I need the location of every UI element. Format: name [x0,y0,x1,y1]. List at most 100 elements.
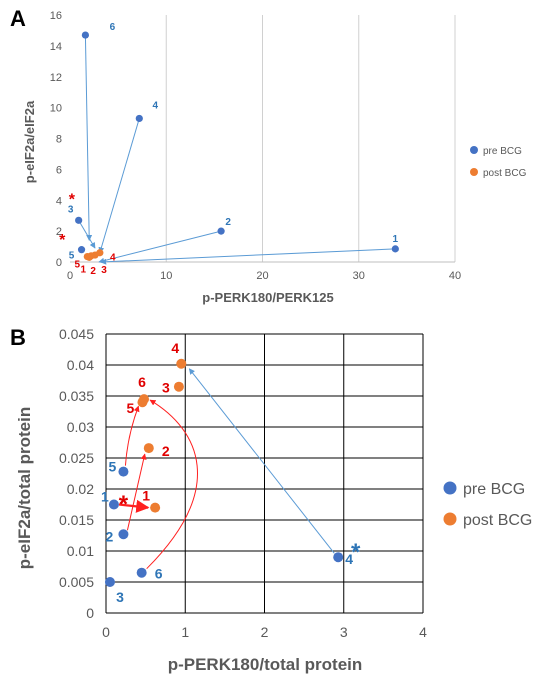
panel-b-y-tick-label: 0 [86,605,94,621]
panel-b-y-tick-label: 0.01 [67,543,94,559]
panel-a-y-tick-label: 10 [50,103,62,115]
panel-a-point-label: 4 [153,100,159,111]
panel-b-point-label: 6 [138,374,146,390]
panel-a-letter: A [10,6,26,31]
legend-a-post-label: post BCG [483,168,527,179]
panel-b-legend: pre BCG post BCG [443,481,532,529]
panel-a-arrow [84,35,93,241]
panel-a-point-label: 2 [225,217,231,228]
panel-b-asterisk: * [119,491,129,518]
legend-b-post-label: post BCG [463,512,532,529]
panel-a-arrow [78,220,96,249]
panel-a-y-tick-label: 8 [56,134,62,146]
panel-a-arrows [78,35,396,265]
panel-b-point-pre-1 [108,499,119,510]
panel-b-point-label: 3 [162,380,170,396]
panel-b-point-label: 1 [142,488,150,504]
legend-b-pre-label: pre BCG [463,481,525,498]
panel-a-point-label: 2 [90,266,96,277]
panel-a-y-tick-label: 0 [56,257,62,269]
panel-b-point-label: 4 [345,551,353,567]
panel-b-point-pre-2 [118,529,129,540]
panel-b-point-label: 2 [106,528,114,544]
panel-b-x-tick-label: 2 [261,624,269,640]
panel-b-asterisk: * [351,539,361,566]
panel-a-point-pre-6 [81,31,89,39]
panel-b-point-pre-5 [118,466,129,477]
panel-a-point-post-5 [85,253,93,261]
panel-a-x-tick-label: 0 [67,270,73,282]
panel-a-asterisk: * [69,192,76,209]
panel-a-point-label: 5 [74,259,80,270]
panel-b-point-post-6 [139,394,150,405]
panel-b-point-label: 4 [171,340,179,356]
panel-a-point-label: 6 [110,22,116,33]
panel-b-point-pre-6 [136,567,147,578]
panel-b-point-pre-4 [333,552,344,563]
legend-a-pre-marker [470,146,478,154]
panel-b-point-label: 5 [127,400,135,416]
panel-a-point-label: 4 [110,253,116,264]
panel-a-point-label: 1 [393,234,399,245]
panel-b-y-tick-label: 0.03 [67,419,94,435]
panel-b-ticks: 0 1 2 3 4 0 0.005 0.01 0.015 0.02 0.025 0.03 0.035 0.… [59,326,427,640]
panel-b-arrow-5 [124,405,140,466]
panel-b-y-tick-label: 0.025 [59,450,94,466]
panel-b-arrow-4 [188,368,335,554]
panel-b-point-post-4 [176,358,187,369]
panel-a-point-pre-5 [77,246,86,254]
panel-b-point-label: 2 [162,443,170,459]
panel-a-x-axis-label: p-PERK180/PERK125 [202,290,334,305]
panel-a-x-tick-label: 20 [256,270,268,282]
panel-b-grid [105,333,424,614]
panel-b-x-tick-label: 4 [419,624,427,640]
panel-a-point-pre-4 [135,114,143,123]
legend-b-pre-marker [443,481,457,495]
panel-a-point-label: 1 [81,265,87,276]
panel-a-point-label: 3 [101,265,107,276]
panel-b-point-post-1 [150,502,161,513]
panel-a-x-tick-label: 40 [449,270,461,282]
panel-b-y-tick-label: 0.02 [67,481,94,497]
panel-a-y-tick-label: 2 [56,226,62,238]
panel-a-point-label: 5 [69,251,75,262]
panel-b-letter: B [10,325,26,350]
panel-b-arrow-1 [118,499,150,513]
panel-a-x-tick-label: 30 [353,270,365,282]
panel-b-arrow-6 [146,399,198,570]
panel-a-grid [70,15,456,263]
legend-a-pre-label: pre BCG [483,146,522,157]
panel-b-y-tick-label: 0.015 [59,512,94,528]
panel-b-point-label: 6 [155,566,163,582]
legend-a-post-marker [470,168,478,176]
panel-a-legend: pre BCG post BCG [470,146,527,179]
panel-b-y-tick-label: 0.045 [59,326,94,342]
panel-a-x-tick-label: 10 [160,270,172,282]
panel-b-point-post-2 [143,443,154,454]
panel-b-point-label: 1 [101,489,109,505]
panel-a-points [75,31,399,261]
panel-b-x-tick-label: 3 [340,624,348,640]
panel-a-y-tick-label: 16 [50,10,62,22]
panel-a-arrow [98,230,222,264]
panel-b-arrow-2 [126,453,147,531]
panel-a-y-tick-label: 4 [56,195,62,207]
panel-a-point-post-4 [96,249,104,257]
panel-b-x-tick-label: 1 [181,624,189,640]
panel-a-point-pre-2 [217,227,225,235]
panel-b-y-tick-label: 0.005 [59,574,94,590]
panel-a-point-pre-1 [391,245,399,253]
panel-b-x-tick-label: 0 [102,624,110,640]
panel-b-y-axis-label: p-eIF2a/total protein [15,407,34,569]
panel-a-y-axis-label: p-eIF2a/eIF2a [22,100,37,183]
panel-a-y-tick-label: 12 [50,72,62,84]
panel-b-points [104,358,344,587]
panel-b-point-post-3 [173,381,184,392]
panel-b-point-label: 3 [116,589,124,605]
panel-a-arrow [98,118,140,254]
